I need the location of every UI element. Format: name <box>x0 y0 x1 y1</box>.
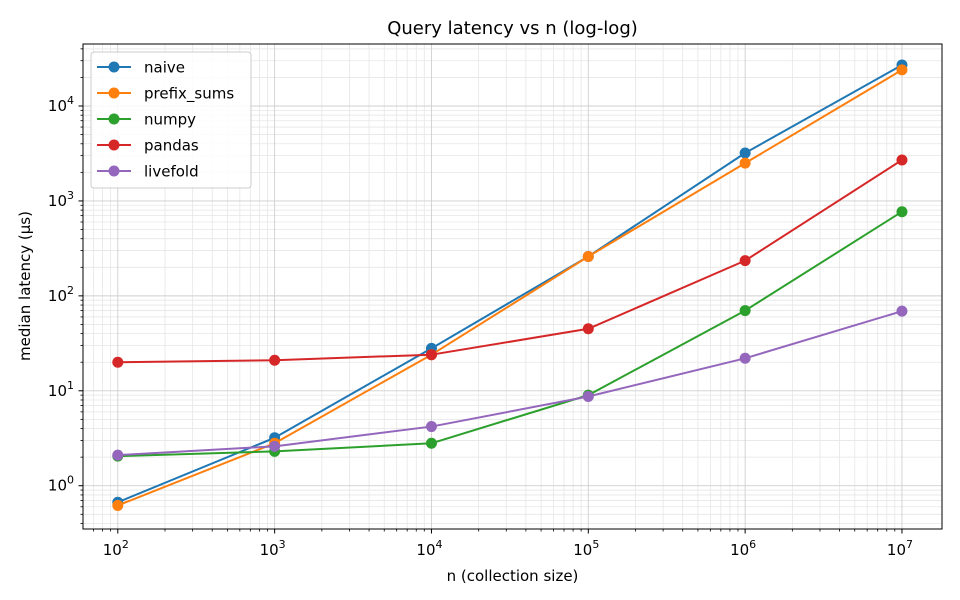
data-point-livefold <box>739 352 751 364</box>
data-point-prefix_sums <box>896 64 908 76</box>
data-point-numpy <box>739 305 751 317</box>
legend-marker <box>108 165 120 177</box>
plot-frame <box>82 43 943 530</box>
legend-entry-livefold: livefold <box>97 163 199 181</box>
x-tick-label: 105 <box>573 538 599 559</box>
data-point-prefix_sums <box>582 250 594 262</box>
y-tick-label: 102 <box>48 284 74 305</box>
series-livefold <box>112 305 908 461</box>
data-point-pandas <box>896 154 908 166</box>
legend-entry-prefix_sums: prefix_sums <box>97 85 234 104</box>
data-point-pandas <box>112 356 124 368</box>
y-axis-label: median latency (µs) <box>16 211 34 361</box>
y-tick-label: 101 <box>48 379 74 400</box>
series-pandas <box>112 154 908 368</box>
data-point-prefix_sums <box>739 157 751 169</box>
x-tick-label: 102 <box>103 538 129 559</box>
legend-marker <box>108 87 120 99</box>
series-line-numpy <box>117 210 903 458</box>
legend-entry-numpy: numpy <box>97 111 196 129</box>
legend-label: naive <box>144 59 185 77</box>
legend-marker <box>108 139 120 151</box>
x-axis-label: n (collection size) <box>447 567 579 585</box>
x-tick-label: 103 <box>260 538 286 559</box>
data-point-pandas <box>425 349 437 361</box>
data-point-livefold <box>582 391 594 403</box>
legend-label: livefold <box>144 163 199 181</box>
series-layer <box>112 59 908 511</box>
y-tick-label: 103 <box>48 189 74 210</box>
data-point-livefold <box>896 305 908 317</box>
data-point-livefold <box>112 449 124 461</box>
legend-marker <box>108 113 120 125</box>
data-point-livefold <box>425 421 437 433</box>
y-tick-label: 104 <box>48 94 74 115</box>
legend-label: pandas <box>144 137 199 155</box>
data-point-pandas <box>269 354 281 366</box>
x-tick-label: 104 <box>416 538 442 559</box>
x-tick-label: 107 <box>887 538 913 559</box>
legend-label: numpy <box>144 111 196 129</box>
series-line-livefold <box>117 310 903 457</box>
data-point-numpy <box>425 437 437 449</box>
axis-ticks: 102 103 104 105 106 107 100 101 102 103 104 <box>48 48 913 559</box>
y-tick-label: 100 <box>48 474 74 495</box>
legend-entry-pandas: pandas <box>97 137 199 155</box>
x-tick-label: 106 <box>730 538 756 559</box>
data-point-prefix_sums <box>112 499 124 511</box>
data-point-numpy <box>896 206 908 218</box>
data-point-naive <box>739 147 751 159</box>
data-point-livefold <box>269 440 281 452</box>
legend-box <box>90 51 252 189</box>
legend-marker <box>108 61 120 73</box>
legend-entry-naive: naive <box>97 59 185 77</box>
series-line-prefix_sums <box>117 69 903 507</box>
data-point-pandas <box>582 323 594 335</box>
legend-label: prefix_sums <box>144 85 234 104</box>
chart-title: Query latency vs n (log-log) <box>387 18 638 39</box>
data-point-pandas <box>739 255 751 267</box>
series-line-pandas <box>117 159 903 364</box>
